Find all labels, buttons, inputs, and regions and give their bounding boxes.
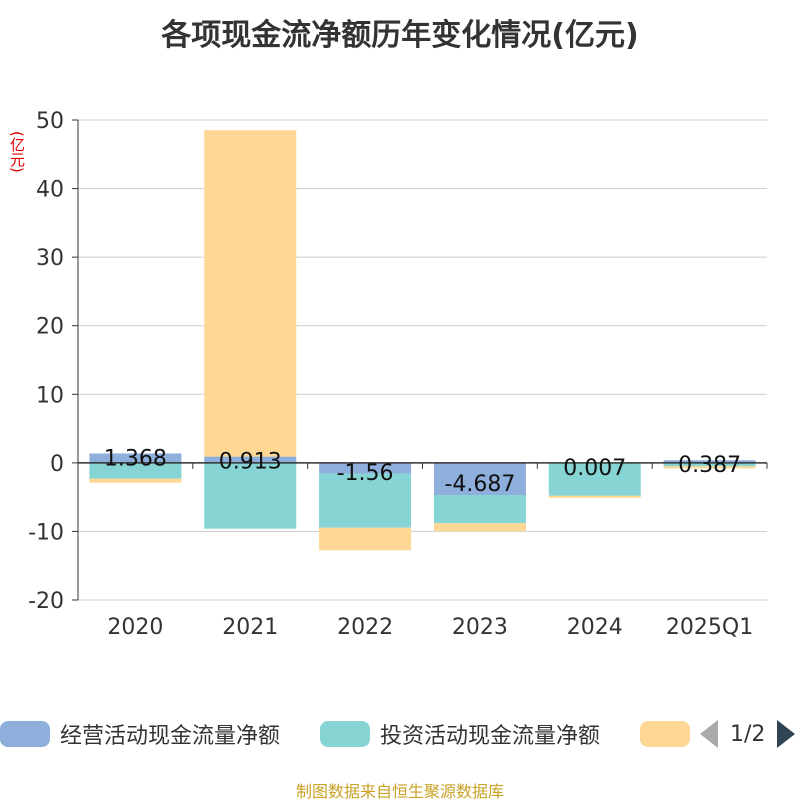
y-tick-label: 0 bbox=[50, 452, 64, 477]
legend-prev-page-icon[interactable] bbox=[700, 720, 718, 748]
y-tick-label: 50 bbox=[36, 109, 64, 134]
bar-series0 bbox=[319, 462, 412, 474]
bar-chart: 50 40 30 20 10 0 -10 -20 2020 2021 2022 2023 2024 202… bbox=[28, 109, 768, 640]
legend-item-operating[interactable]: 经营活动现金流量净额 bbox=[0, 716, 280, 752]
bar-series2 bbox=[663, 466, 756, 469]
y-tick-label: 20 bbox=[36, 315, 64, 340]
legend-swatch-investing bbox=[320, 721, 370, 747]
x-tick-label: 2024 bbox=[567, 615, 623, 640]
y-tick-label: -20 bbox=[28, 589, 64, 614]
bar-series2 bbox=[89, 478, 182, 483]
x-tick-label: 2020 bbox=[107, 615, 163, 640]
bar-series2 bbox=[204, 130, 297, 457]
y-tick-label: 10 bbox=[36, 383, 64, 408]
data-label: 0.387 bbox=[678, 453, 741, 478]
bar-series1 bbox=[319, 473, 412, 528]
x-tick-label: 2023 bbox=[452, 615, 508, 640]
x-tick-label: 2022 bbox=[337, 615, 393, 640]
legend-label-operating: 经营活动现金流量净额 bbox=[60, 724, 281, 749]
bar-series2 bbox=[319, 527, 412, 551]
data-label: 0.007 bbox=[563, 456, 626, 481]
bar-series1 bbox=[548, 462, 641, 496]
legend-swatch-operating bbox=[0, 721, 50, 747]
bar-series1 bbox=[89, 462, 182, 479]
bar-series1 bbox=[663, 462, 756, 467]
bar-series2 bbox=[548, 495, 641, 498]
data-label: -1.56 bbox=[337, 461, 394, 486]
legend-label-investing: 投资活动现金流量净额 bbox=[380, 724, 601, 749]
x-tick-label: 2021 bbox=[222, 615, 278, 640]
legend-item-investing[interactable]: 投资活动现金流量净额 bbox=[320, 716, 600, 752]
data-label: -4.687 bbox=[444, 472, 515, 497]
y-tick-label: 40 bbox=[36, 178, 64, 203]
chart-title: 各项现金流净额历年变化情况(亿元) bbox=[161, 18, 639, 53]
bar-series0 bbox=[204, 456, 297, 463]
legend-item-third[interactable] bbox=[640, 716, 700, 752]
legend: 经营活动现金流量净额 投资活动现金流量净额 1/2 bbox=[0, 716, 800, 756]
x-tick-label: 2025Q1 bbox=[666, 615, 753, 640]
data-label: 1.368 bbox=[104, 446, 167, 471]
legend-swatch-third bbox=[640, 721, 690, 747]
bar-series1 bbox=[204, 462, 297, 529]
bar-series0 bbox=[663, 460, 756, 463]
bar-series0 bbox=[433, 462, 526, 495]
y-tick-label: -10 bbox=[28, 520, 64, 545]
data-label: 0.913 bbox=[219, 450, 282, 475]
bar-series2 bbox=[433, 523, 526, 532]
legend-pager: 1/2 bbox=[700, 716, 796, 752]
legend-page-indicator: 1/2 bbox=[730, 721, 766, 747]
y-axis-unit-label: (亿元) bbox=[8, 131, 26, 173]
legend-next-page-icon[interactable] bbox=[777, 720, 796, 748]
y-tick-label: 30 bbox=[36, 246, 64, 271]
data-source-note: 制图数据来自恒生聚源数据库 bbox=[295, 782, 504, 801]
bar-series1 bbox=[433, 494, 526, 524]
bar-series0 bbox=[89, 453, 182, 463]
